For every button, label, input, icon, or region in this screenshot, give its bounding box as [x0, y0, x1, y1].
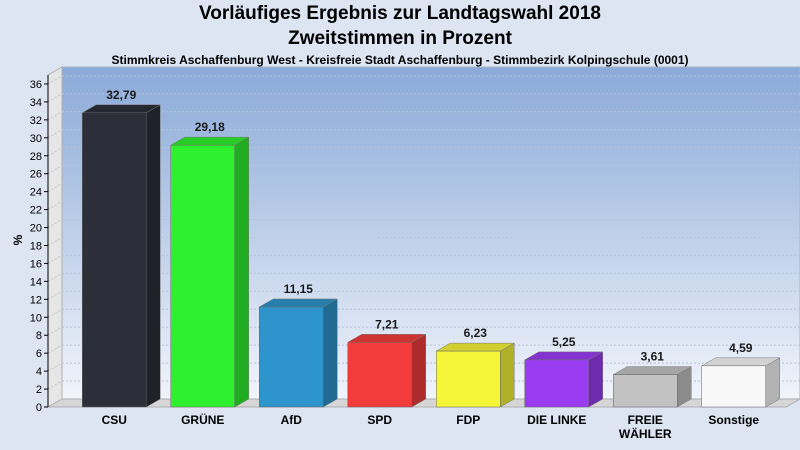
bar-freie-wähler [612, 366, 693, 408]
category-label: CSU [102, 413, 127, 427]
y-tick-label: 28 [30, 151, 42, 163]
chart-caption: Stimmkreis Aschaffenburg West - Kreisfre… [111, 53, 689, 67]
category-label: GRÜNE [181, 412, 224, 427]
y-tick-label: 26 [30, 169, 42, 181]
grid-line-side [47, 219, 63, 228]
grid-line-side [47, 254, 63, 264]
y-tick-label: 36 [30, 79, 42, 91]
grid-lines [47, 75, 800, 390]
category-label: FREIE [628, 413, 663, 427]
y-tick-label: 8 [36, 330, 42, 342]
value-label: 4,59 [729, 341, 753, 355]
value-label: 3,61 [641, 350, 665, 364]
grid-line-side [47, 344, 63, 354]
grid-line-side [47, 380, 63, 390]
y-tick-label: 30 [30, 133, 42, 145]
bar-grüne [169, 136, 250, 408]
grid-line-side [47, 362, 63, 372]
category-label: DIE LINKE [527, 413, 586, 427]
grid-line-side [47, 183, 63, 193]
grid-line-side [47, 111, 63, 121]
bar-csu [81, 104, 162, 408]
value-labels: 32,79 29,18 11,15 7,21 6,23 5,25 3,61 4,59 [106, 88, 753, 364]
category-label: WÄHLER [619, 426, 672, 441]
y-tick-label: 4 [36, 366, 42, 378]
bar-fdp [435, 342, 516, 408]
y-axis-label: % [11, 234, 25, 245]
y-tick-label: 6 [36, 348, 42, 360]
y-tick-label: 12 [30, 294, 42, 306]
value-label: 32,79 [106, 88, 136, 102]
category-label: FDP [456, 413, 480, 427]
plot-side-wall [47, 66, 63, 408]
value-label: 5,25 [552, 335, 576, 349]
y-tick-label: 0 [36, 402, 42, 414]
bar-afd [258, 298, 339, 408]
grid-line-side [47, 165, 63, 175]
bar-sonstige [700, 357, 781, 408]
y-tick-label: 32 [30, 115, 42, 127]
y-tick-label: 24 [30, 187, 42, 199]
grid-line-side [47, 308, 63, 318]
y-tick-label: 16 [30, 258, 42, 270]
bar-spd [346, 333, 427, 408]
value-label: 7,21 [375, 317, 399, 331]
value-label: 6,23 [464, 326, 488, 340]
grid-line-side [47, 147, 63, 157]
chart-title: Vorläufiges Ergebnis zur Landtagswahl 20… [199, 3, 601, 24]
bars [81, 104, 781, 408]
y-tick-label: 34 [30, 97, 42, 109]
grid-line-side [47, 129, 63, 139]
grid-line-side [47, 272, 63, 282]
y-tick-label: 20 [30, 223, 42, 235]
bar-die-linke [523, 351, 604, 408]
category-label: SPD [367, 413, 392, 427]
y-tick-label: 14 [30, 276, 42, 288]
value-label: 29,18 [195, 120, 225, 134]
value-label: 11,15 [284, 282, 314, 296]
grid-line-side [47, 93, 63, 103]
category-label: AfD [281, 413, 303, 427]
y-tick-label: 10 [30, 312, 42, 324]
category-label: Sonstige [708, 413, 759, 427]
grid-line-side [47, 290, 63, 300]
grid-line-side [47, 75, 63, 85]
y-tick-label: 22 [30, 205, 42, 217]
y-tick-label: 18 [30, 240, 42, 252]
chart-subtitle: Zweitstimmen in Prozent [288, 28, 512, 49]
grid-line-side [47, 201, 63, 211]
grid-line-side [47, 326, 63, 336]
grid-line-side [47, 237, 63, 246]
y-tick-label: 2 [36, 384, 42, 396]
